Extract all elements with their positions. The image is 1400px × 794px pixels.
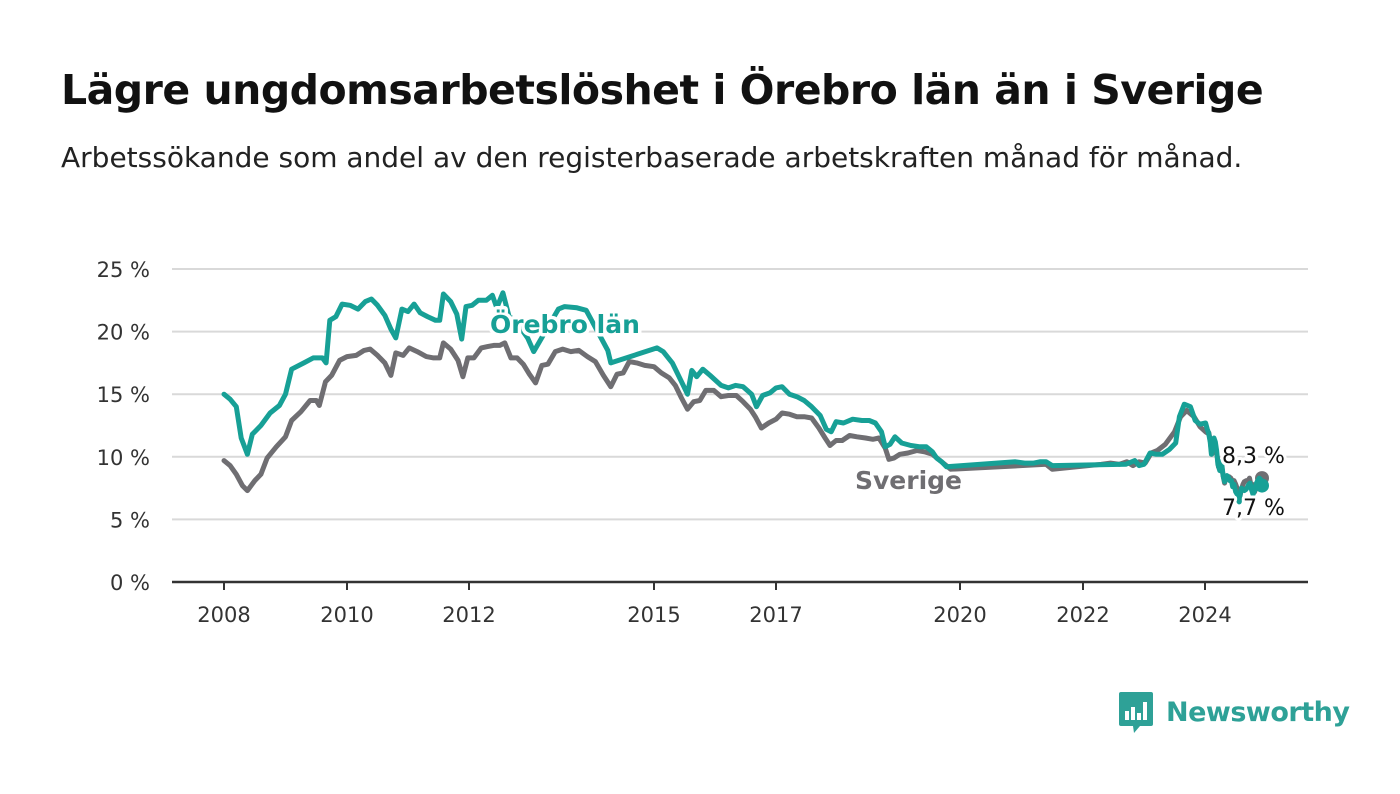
y-tick-label: 15 % (97, 383, 150, 407)
y-tick-label: 0 % (110, 571, 150, 595)
axes: 0 % 5 % 10 % 15 % 20 % 25 % 2008 2010 2012 2015 20… (97, 258, 1308, 627)
end-label-sverige: 8,3 % (1222, 444, 1285, 469)
end-label-orebro: 7,7 % (1222, 496, 1285, 521)
series-line-sverige (221, 340, 1265, 499)
x-tick-label: 2024 (1178, 603, 1231, 627)
grid-lines (172, 268, 1308, 521)
x-tick-label: 2022 (1056, 603, 1109, 627)
series-labels: Örebro län Sverige 8,3 % 7,7 % (487, 306, 1288, 525)
y-tick-label: 20 % (97, 321, 150, 345)
y-tick-label: 10 % (97, 446, 150, 470)
x-tick-label: 2017 (749, 603, 802, 627)
x-tick-label: 2015 (627, 603, 680, 627)
chart-subtitle: Arbetssökande som andel av den registerb… (61, 141, 1243, 174)
end-point-orebro (1255, 478, 1269, 493)
brand-name: Newsworthy (1166, 696, 1350, 728)
series-label-orebro: Örebro län (490, 309, 640, 339)
x-tick-label: 2008 (197, 603, 250, 627)
y-tick-label: 5 % (110, 508, 150, 532)
series-lines (221, 290, 1269, 505)
x-tick-label: 2010 (320, 603, 373, 627)
brand-logo: Newsworthy (1118, 690, 1350, 734)
x-tick-label: 2012 (442, 603, 495, 627)
y-tick-label: 25 % (97, 258, 150, 282)
newsworthy-logo-icon (1119, 692, 1153, 733)
chart-title: Lägre ungdomsarbetslöshet i Örebro län ä… (61, 66, 1264, 114)
series-label-sverige: Sverige (855, 466, 962, 495)
x-tick-label: 2020 (933, 603, 986, 627)
series-line-orebro (221, 290, 1265, 505)
